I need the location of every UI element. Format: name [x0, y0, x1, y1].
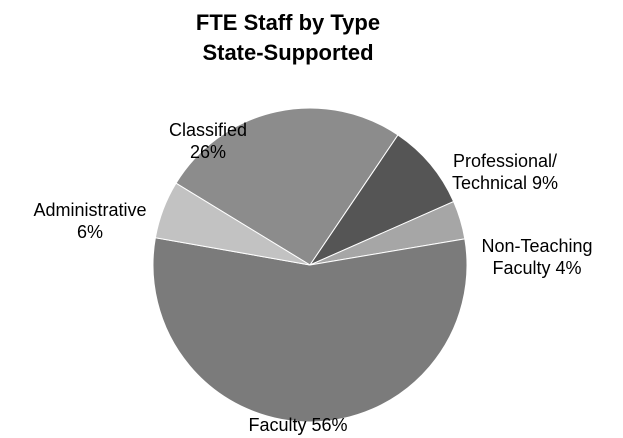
slice-label: Non-Teaching Faculty 4% — [462, 235, 612, 279]
chart-subtitle: State-Supported — [202, 40, 373, 65]
slice-label: Professional/ Technical 9% — [430, 150, 580, 194]
value-label: 4% — [555, 258, 582, 278]
category-label: Administrative — [33, 200, 147, 220]
value-label: 56% — [311, 415, 348, 435]
slice-label: Classified 26% — [158, 119, 258, 163]
pie-slice — [308, 134, 455, 267]
slice-label: Administrative 6% — [20, 199, 160, 243]
pie-slice — [175, 107, 399, 266]
value-label: 6% — [76, 222, 103, 242]
category-label: Classified — [168, 120, 248, 140]
category-label: Professional/ Technical — [451, 151, 558, 193]
slice-label: Faculty 56% — [198, 414, 398, 436]
pie-slice — [152, 237, 468, 423]
category-label: Faculty — [248, 415, 307, 435]
category-label: Non-Teaching Faculty — [481, 236, 593, 278]
pie-slice — [154, 182, 311, 266]
chart-title: FTE Staff by Type — [196, 10, 380, 35]
value-label: 9% — [532, 173, 559, 193]
value-label: 26% — [189, 142, 227, 162]
